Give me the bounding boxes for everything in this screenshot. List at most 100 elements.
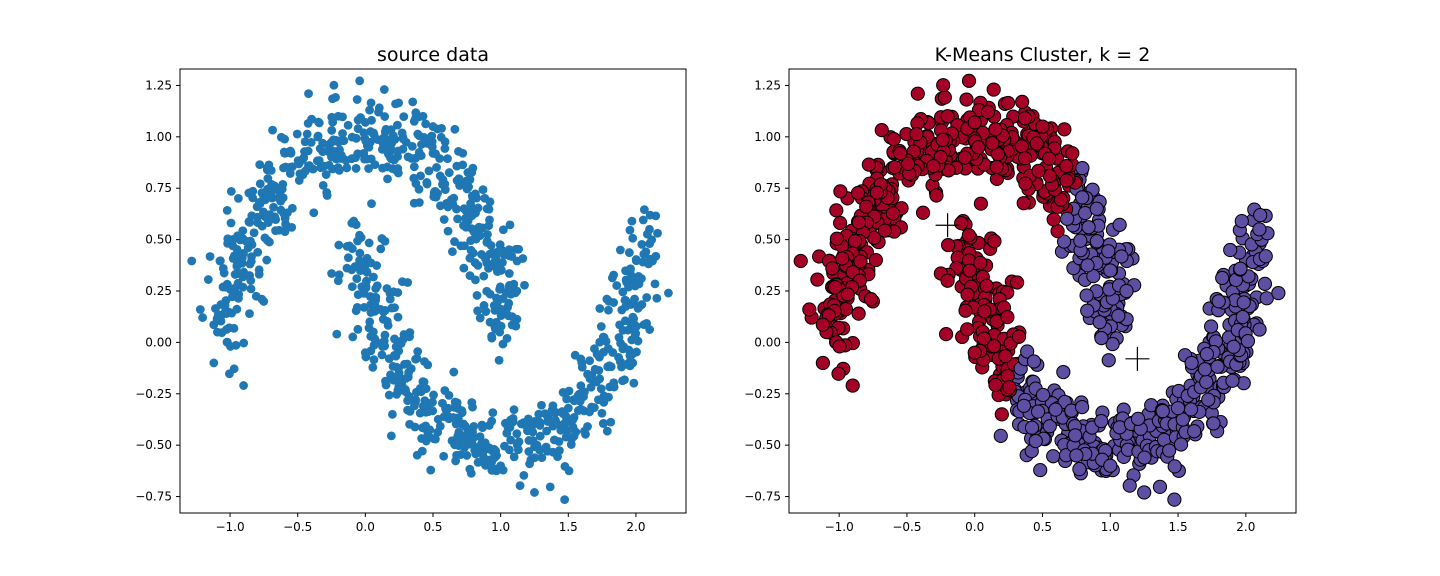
- cluster-0-point: [868, 252, 883, 268]
- data-point: [602, 426, 612, 436]
- cluster-1-point: [1253, 208, 1268, 223]
- cluster-1-point: [1258, 249, 1273, 264]
- data-point: [459, 204, 469, 214]
- cluster-0-point: [973, 255, 988, 270]
- y-tick-label: 1.25: [145, 78, 172, 92]
- cluster-1-point: [1236, 295, 1251, 310]
- data-point: [453, 214, 463, 224]
- data-point: [560, 461, 570, 471]
- chart-kmeans-cluster: K-Means Cluster, k = 2 −1.0 −0.5 0.0 0.5 1.0 1…: [744, 44, 1297, 534]
- data-point: [537, 453, 547, 463]
- data-point: [650, 279, 660, 289]
- data-point: [369, 355, 379, 365]
- data-point: [374, 107, 383, 117]
- data-point: [286, 148, 296, 158]
- data-point: [607, 273, 617, 283]
- cluster-1-point: [1252, 222, 1267, 237]
- data-point: [618, 376, 627, 386]
- cluster-0-point: [959, 92, 974, 107]
- data-point: [440, 137, 450, 147]
- data-point: [230, 270, 240, 279]
- data-point: [422, 179, 432, 189]
- data-point: [329, 80, 339, 90]
- data-point: [384, 390, 394, 400]
- cluster-1-point: [1080, 303, 1095, 318]
- data-point: [400, 359, 409, 369]
- data-point: [260, 212, 270, 221]
- data-point: [321, 170, 331, 179]
- data-point: [505, 445, 514, 455]
- cluster-1-point: [1101, 244, 1116, 259]
- x-tick-label: 1.5: [559, 520, 578, 534]
- data-point: [420, 357, 429, 366]
- cluster-0-point: [802, 302, 817, 317]
- data-point: [466, 236, 476, 246]
- cluster-1-point: [1033, 462, 1048, 478]
- cluster-0-point: [1046, 212, 1061, 227]
- data-point: [561, 432, 571, 442]
- data-point: [429, 390, 438, 400]
- cluster-0-point: [1065, 146, 1080, 161]
- cluster-1-point: [1094, 413, 1109, 429]
- data-point: [309, 208, 319, 218]
- cluster-1-point: [1252, 322, 1267, 337]
- data-point: [333, 276, 343, 286]
- data-point: [449, 367, 459, 377]
- data-point: [465, 464, 475, 474]
- data-point: [597, 408, 607, 418]
- data-point: [496, 266, 506, 275]
- data-point: [619, 342, 629, 352]
- cluster-1-point: [1170, 401, 1186, 416]
- data-point: [403, 152, 413, 162]
- chart-title: K-Means Cluster, k = 2: [935, 44, 1151, 66]
- data-point: [281, 162, 291, 172]
- data-point: [388, 409, 397, 419]
- data-point: [225, 369, 234, 379]
- y-tick-label: −0.25: [744, 387, 781, 401]
- data-point: [383, 174, 392, 184]
- data-point: [381, 380, 391, 390]
- cluster-0-point: [986, 339, 1001, 354]
- cluster-1-point: [1081, 220, 1096, 235]
- data-point: [439, 451, 449, 461]
- data-point: [376, 244, 386, 254]
- data-point: [411, 153, 420, 163]
- data-point: [390, 334, 399, 344]
- cluster-0-point: [877, 223, 892, 238]
- data-point: [526, 424, 536, 434]
- data-point: [651, 251, 661, 261]
- data-point: [461, 213, 471, 223]
- y-tick-label: 1.25: [754, 78, 781, 92]
- x-tick-label: 2.0: [1236, 520, 1255, 534]
- data-point: [621, 275, 631, 285]
- x-tick-label: −0.5: [283, 520, 312, 534]
- data-point: [393, 312, 403, 322]
- data-point: [424, 166, 434, 176]
- cluster-0-point: [973, 196, 989, 211]
- cluster-1-point: [1199, 374, 1214, 390]
- cluster-0-point: [937, 90, 952, 105]
- data-point: [209, 320, 219, 330]
- data-point: [355, 256, 365, 265]
- data-point: [596, 322, 606, 331]
- y-tick-label: −0.75: [744, 490, 781, 504]
- data-point: [221, 282, 231, 292]
- data-point: [491, 324, 500, 334]
- data-point: [381, 124, 391, 134]
- data-point: [505, 281, 514, 290]
- data-point: [594, 395, 603, 405]
- data-point: [427, 131, 437, 141]
- y-tick-label: 0.00: [145, 335, 172, 349]
- data-point: [625, 225, 635, 235]
- data-point: [516, 419, 526, 429]
- cluster-0-point: [929, 188, 944, 203]
- data-point: [343, 120, 353, 130]
- data-point: [271, 215, 281, 224]
- cluster-1-point: [1130, 411, 1146, 426]
- data-point: [393, 120, 402, 130]
- cluster-1-point: [1114, 249, 1129, 264]
- data-point: [447, 195, 456, 205]
- cluster-0-point: [986, 82, 1001, 97]
- data-point: [300, 147, 309, 156]
- data-point: [477, 250, 486, 259]
